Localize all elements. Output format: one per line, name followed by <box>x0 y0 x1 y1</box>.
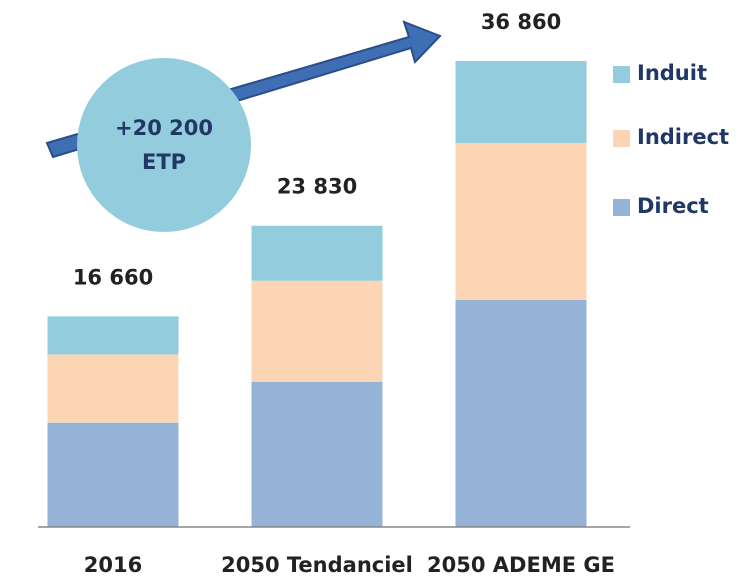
legend-swatch <box>613 130 630 147</box>
total-label: 36 860 <box>481 10 561 34</box>
total-label: 23 830 <box>277 175 357 199</box>
x-tick-label: 2050 Tendanciel <box>221 553 413 577</box>
legend-label: Indirect <box>637 125 729 149</box>
bar-segment <box>455 299 587 527</box>
bar-segment <box>47 316 179 355</box>
annotation-circle <box>77 58 251 232</box>
bar-segment <box>455 142 587 300</box>
x-tick-label: 2016 <box>84 553 142 577</box>
bar-segment <box>47 422 179 527</box>
legend-swatch <box>613 199 630 216</box>
bar-segment <box>251 225 383 281</box>
legend-label: Direct <box>637 194 709 218</box>
annotation-line: ETP <box>142 150 186 174</box>
bar-segment <box>251 381 383 527</box>
x-tick-label: 2050 ADEME GE <box>427 553 615 577</box>
legend-label: Induit <box>637 61 707 85</box>
total-label: 16 660 <box>73 265 153 289</box>
annotation-line: +20 200 <box>115 116 213 140</box>
legend-swatch <box>613 66 630 83</box>
bar-segment <box>251 280 383 382</box>
bar-segment <box>47 354 179 423</box>
bar-segment <box>455 61 587 143</box>
